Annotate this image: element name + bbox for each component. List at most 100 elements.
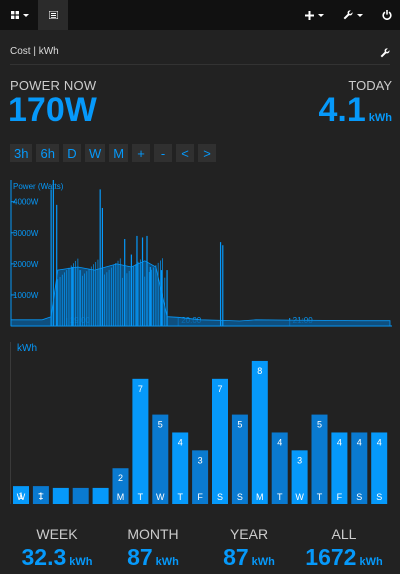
divider (10, 64, 390, 65)
kwh-bar[interactable] (92, 487, 109, 504)
kwh-bar-day-label: M (117, 492, 125, 502)
logout-button[interactable] (376, 0, 398, 30)
kwh-bar[interactable] (13, 486, 29, 504)
kwh-bar-value-label: 4 (337, 437, 342, 447)
power-now-label: POWER NOW (10, 78, 97, 93)
total-year: YEAR 87 kWh (199, 526, 299, 571)
range-controls: 3h 6h D W M + - < > (10, 144, 217, 162)
kwh-bar-value-label: 8 (257, 366, 262, 376)
range-day-button[interactable]: D (62, 144, 81, 162)
kwh-bar-day-label: S (217, 492, 223, 502)
total-week: WEEK 32.3 kWh (7, 526, 107, 571)
plus-icon (304, 10, 314, 20)
today-label: TODAY (348, 78, 392, 93)
add-button[interactable] (300, 0, 328, 30)
apps-menu-button[interactable] (4, 0, 36, 30)
total-year-value-group: 87 kWh (223, 544, 275, 570)
kwh-bar-day-label: F (337, 492, 343, 502)
kwh-bar-value-label: 7 (138, 384, 143, 394)
kwh-bar[interactable] (172, 432, 189, 504)
kwh-bar-day-label: S (356, 492, 362, 502)
total-month-unit: kWh (155, 556, 179, 568)
kwh-bar-day-label: S (237, 492, 243, 502)
power-y-tick-label: 4000W (13, 198, 39, 207)
section-settings-button[interactable] (380, 45, 390, 63)
settings-menu-button[interactable] (338, 0, 368, 30)
total-all-unit: kWh (359, 556, 383, 568)
total-month: MONTH 87 kWh (103, 526, 203, 571)
totals-row: WEEK 32.3 kWh MONTH 87 kWh YEAR 87 kWh ALL … (0, 526, 400, 574)
kwh-bar-value-label: 5 (317, 420, 322, 430)
power-now-value: 170W (8, 91, 97, 129)
kwh-bar-value-label: 5 (237, 420, 242, 430)
kwh-bar[interactable] (291, 450, 308, 504)
total-week-label: WEEK (36, 526, 78, 542)
kwh-bar[interactable] (371, 432, 388, 504)
list-view-button[interactable] (38, 0, 68, 30)
kwh-bar-value-label: 3 (198, 455, 203, 465)
total-month-label: MONTH (127, 526, 179, 542)
kwh-bar[interactable] (52, 487, 69, 504)
list-icon (48, 11, 58, 19)
power-y-axis-label: Power (Watts) (13, 182, 64, 191)
pan-right-button[interactable]: > (198, 144, 217, 162)
kwh-bar-day-label: T (177, 492, 183, 502)
kwh-bar-day-label: F (197, 492, 203, 502)
zoom-in-button[interactable]: + (132, 144, 151, 162)
total-month-value: 87 (127, 544, 153, 570)
total-year-label: YEAR (229, 526, 269, 542)
range-week-button[interactable]: W (84, 144, 106, 162)
kwh-bar-day-label: W (295, 492, 304, 502)
kwh-bar[interactable] (331, 432, 348, 504)
kwh-bar[interactable] (311, 414, 328, 504)
kwh-bar-day-label: T (277, 492, 283, 502)
total-all-value: 1672 (305, 544, 357, 570)
kwh-bar-value-label: 7 (217, 384, 222, 394)
kwh-bar[interactable] (212, 378, 228, 504)
range-3h-button[interactable]: 3h (10, 144, 33, 162)
total-all-label: ALL (331, 526, 357, 542)
today-value: 4.1 (318, 91, 366, 129)
kwh-bar-value-label: 2 (118, 473, 123, 483)
kwh-bar-value-label: 3 (297, 455, 302, 465)
kwh-bar-day-label: S (376, 492, 382, 502)
kwh-bar-day-label: T (38, 492, 44, 502)
kwh-bar[interactable] (32, 486, 49, 504)
total-all-value-group: 1672 kWh (305, 544, 382, 570)
kwh-bar-value-label: 1 (18, 491, 23, 501)
kwh-bar-value-label: 4 (357, 437, 362, 447)
wrench-icon (380, 48, 390, 58)
kwh-bar-day-label: W (156, 492, 165, 502)
zoom-out-button[interactable]: - (154, 144, 173, 162)
total-week-value-group: 32.3 kWh (22, 544, 93, 570)
total-week-unit: kWh (69, 556, 93, 568)
kwh-bar-value-label: 1 (38, 491, 43, 501)
wrench-icon (343, 10, 353, 20)
range-month-button[interactable]: M (109, 144, 129, 162)
kwh-bar-value-label: 4 (277, 437, 282, 447)
kwh-bar-value-label: 4 (178, 437, 183, 447)
kwh-bar[interactable] (132, 378, 149, 504)
kwh-bar[interactable] (72, 487, 89, 504)
pan-left-button[interactable]: < (176, 144, 195, 162)
kwh-bar-day-label: W (17, 492, 26, 502)
today-value-group: 4.1 kWh (319, 91, 393, 130)
kwh-bar[interactable] (271, 432, 288, 504)
kwh-bar-day-label: T (138, 492, 144, 502)
kwh-bar[interactable] (231, 414, 248, 504)
kwh-bar[interactable] (152, 414, 169, 504)
kwh-bar[interactable] (192, 450, 209, 504)
kwh-bar-day-label: M (256, 492, 264, 502)
kwh-bar[interactable] (112, 468, 129, 504)
range-6h-button[interactable]: 6h (36, 144, 59, 162)
chevron-down-icon (23, 13, 29, 17)
power-chart[interactable]: 1000W2000W3000W4000W19:0020:0021:00Power… (10, 176, 392, 328)
chevron-down-icon (317, 13, 324, 17)
total-year-unit: kWh (251, 556, 275, 568)
section-title: Cost | kWh (10, 46, 59, 57)
kwh-bar[interactable] (351, 432, 368, 504)
grid-icon (11, 11, 19, 19)
kwh-bar[interactable] (251, 360, 268, 504)
total-all: ALL 1672 kWh (294, 526, 394, 571)
